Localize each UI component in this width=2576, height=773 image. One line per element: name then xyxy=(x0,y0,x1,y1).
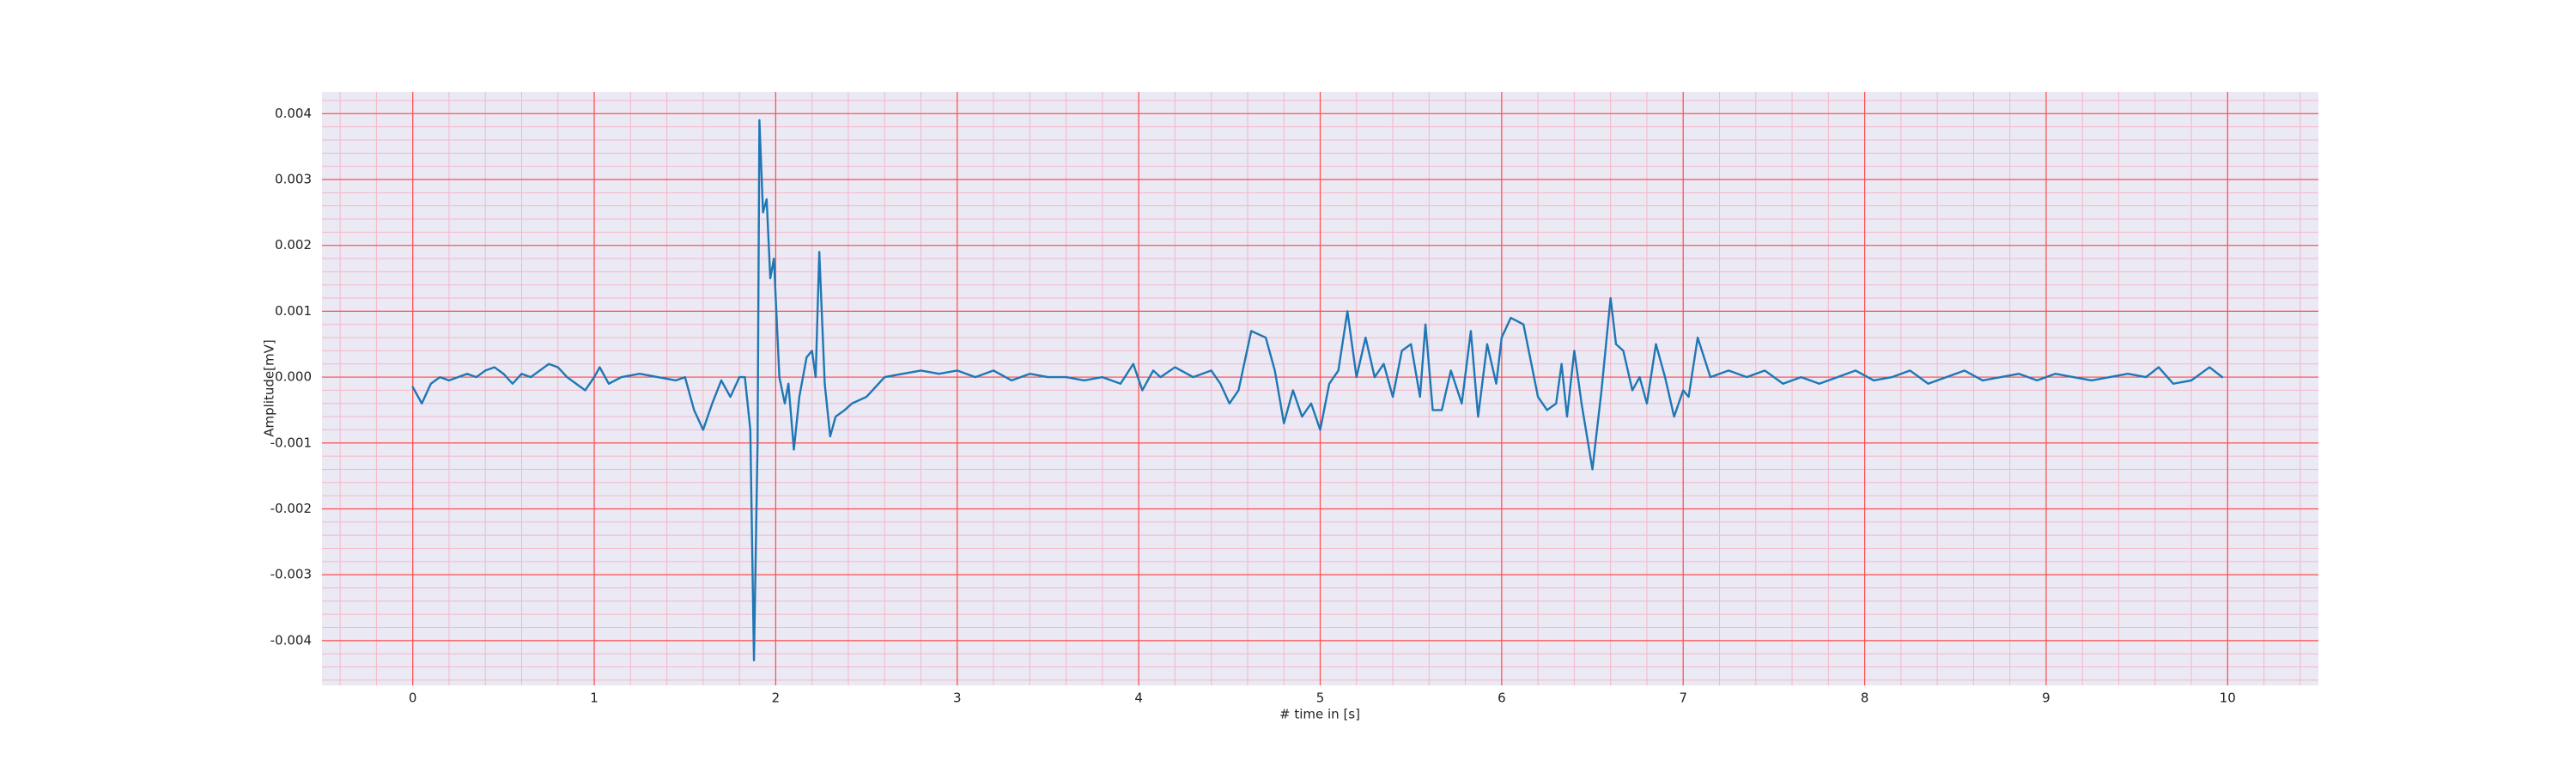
signal-line xyxy=(411,119,2224,662)
y-tick-label: -0.003 xyxy=(270,567,312,582)
x-tick-label: 9 xyxy=(2042,691,2050,706)
x-tick-label: 3 xyxy=(953,691,962,706)
x-tick-label: 5 xyxy=(1316,691,1325,706)
x-tick-label: 6 xyxy=(1498,691,1506,706)
y-tick-label: 0.002 xyxy=(275,237,312,253)
x-tick-label: 10 xyxy=(2220,691,2236,706)
x-tick-label: 2 xyxy=(772,691,781,706)
x-tick-label: 7 xyxy=(1679,691,1687,706)
x-tick-label: 8 xyxy=(1861,691,1869,706)
y-axis-label: Amplitude[mV] xyxy=(262,339,277,436)
x-tick-label: 0 xyxy=(409,691,417,706)
y-tick-label: 0.003 xyxy=(275,172,312,187)
x-axis-label: # time in [s] xyxy=(1279,707,1360,722)
y-tick-label: -0.002 xyxy=(270,501,312,516)
y-tick-label: 0.004 xyxy=(275,106,312,121)
y-tick-label: -0.001 xyxy=(270,435,312,450)
x-tick-label: 4 xyxy=(1134,691,1143,706)
x-tick-label: 1 xyxy=(590,691,598,706)
y-tick-label: 0.001 xyxy=(275,303,312,319)
y-tick-label: -0.004 xyxy=(270,632,312,648)
y-tick-label: 0.000 xyxy=(275,369,312,385)
